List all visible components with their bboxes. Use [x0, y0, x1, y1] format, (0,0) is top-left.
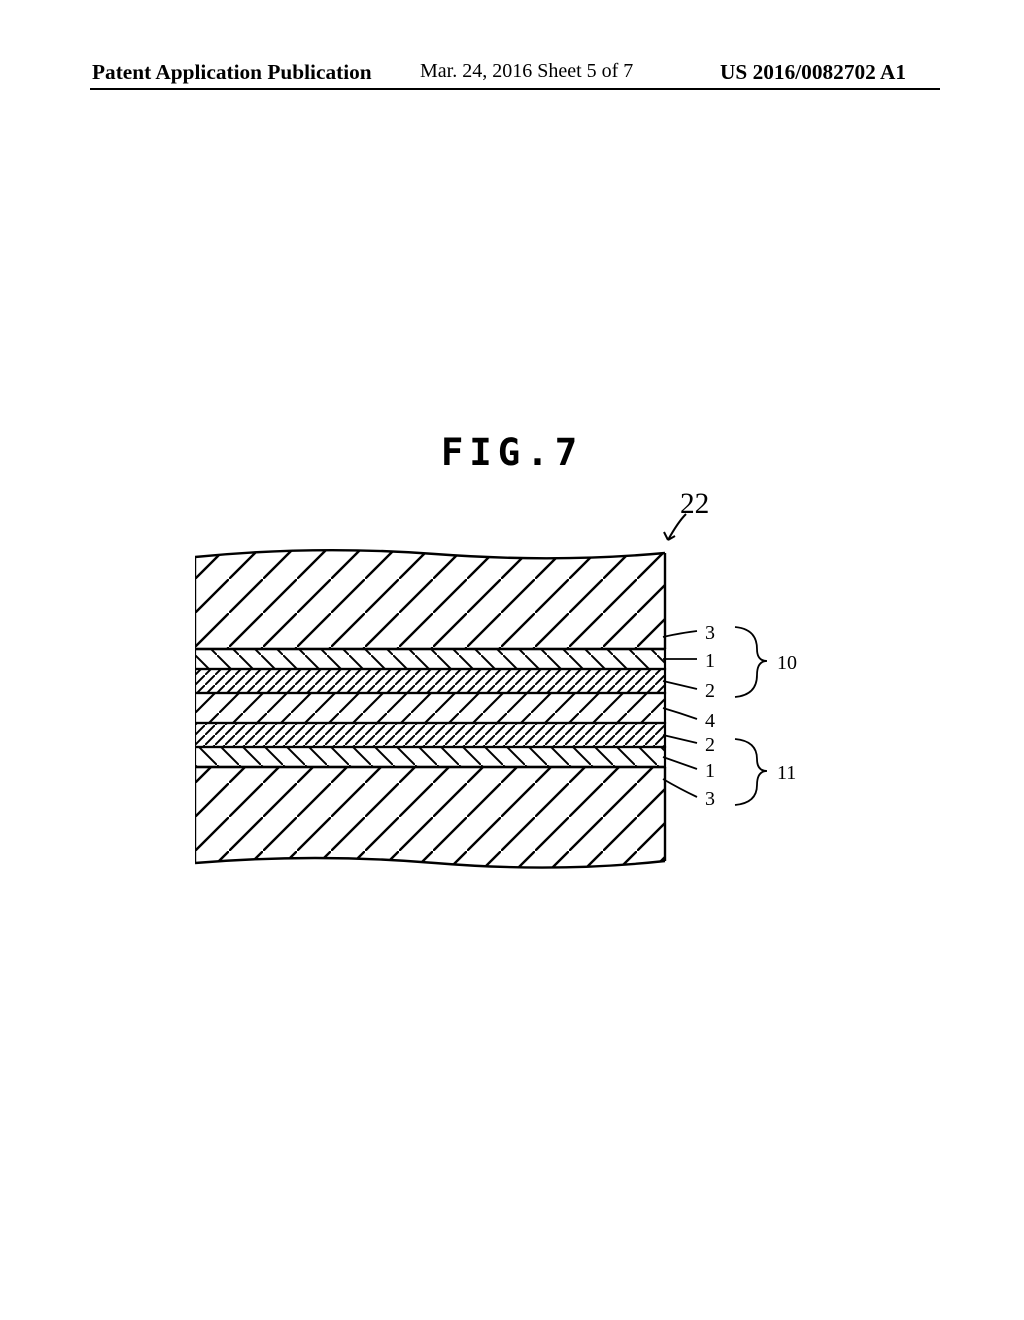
cross-section-diagram: 3 1 2 4 2 1 3 10 [195, 545, 915, 990]
ref-3-bot: 3 [705, 788, 715, 810]
leader-2-top [663, 681, 697, 689]
leader-3-top [663, 631, 697, 637]
page: Patent Application Publication Mar. 24, … [0, 0, 1024, 1320]
brace-10 [735, 627, 767, 697]
ref-1-bot: 1 [705, 760, 715, 782]
layer-thin-b [195, 669, 665, 693]
layer-thin-d [195, 747, 665, 767]
leader-2-bot [663, 735, 697, 743]
header-left: Patent Application Publication [92, 60, 372, 85]
group-ref-11: 11 [777, 762, 796, 784]
layer-mid-core [195, 693, 665, 723]
leader-3-bot [663, 779, 697, 797]
header-right: US 2016/0082702 A1 [720, 60, 906, 85]
layer-thin-c [195, 723, 665, 747]
ref-2-bot: 2 [705, 734, 715, 756]
header-rule [90, 88, 940, 90]
ref-4: 4 [705, 710, 715, 732]
ref-3-top: 3 [705, 622, 715, 644]
ref-2-top: 2 [705, 680, 715, 702]
group-ref-10: 10 [777, 652, 797, 674]
layer-thin-a [195, 649, 665, 669]
layer-bot-bulk [195, 763, 665, 873]
figure-title: FIG.7 [0, 430, 1024, 474]
layer-top-bulk [195, 545, 665, 655]
header-center: Mar. 24, 2016 Sheet 5 of 7 [420, 60, 633, 83]
brace-11 [735, 739, 767, 805]
leader-4 [663, 708, 697, 719]
leader-1-bot [663, 757, 697, 769]
ref-1-top: 1 [705, 650, 715, 672]
